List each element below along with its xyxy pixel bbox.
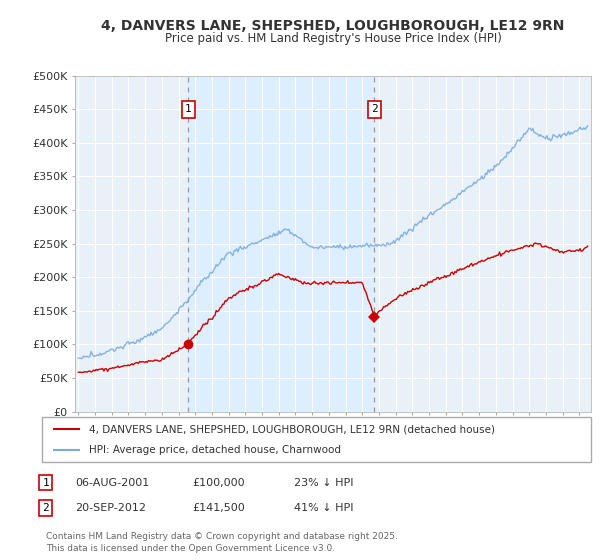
Text: £141,500: £141,500 xyxy=(192,503,245,513)
Text: £100,000: £100,000 xyxy=(192,478,245,488)
FancyBboxPatch shape xyxy=(42,417,591,462)
Text: HPI: Average price, detached house, Charnwood: HPI: Average price, detached house, Char… xyxy=(89,445,341,455)
Text: 2: 2 xyxy=(42,503,49,513)
Text: Price paid vs. HM Land Registry's House Price Index (HPI): Price paid vs. HM Land Registry's House … xyxy=(164,32,502,45)
Text: 20-SEP-2012: 20-SEP-2012 xyxy=(75,503,146,513)
Text: 1: 1 xyxy=(185,104,192,114)
Text: 4, DANVERS LANE, SHEPSHED, LOUGHBOROUGH, LE12 9RN: 4, DANVERS LANE, SHEPSHED, LOUGHBOROUGH,… xyxy=(101,19,565,33)
Text: Contains HM Land Registry data © Crown copyright and database right 2025.
This d: Contains HM Land Registry data © Crown c… xyxy=(46,533,397,553)
Text: 1: 1 xyxy=(42,478,49,488)
Bar xyxy=(188,76,374,412)
Text: 41% ↓ HPI: 41% ↓ HPI xyxy=(294,503,353,513)
Text: 23% ↓ HPI: 23% ↓ HPI xyxy=(294,478,353,488)
Text: 4, DANVERS LANE, SHEPSHED, LOUGHBOROUGH, LE12 9RN (detached house): 4, DANVERS LANE, SHEPSHED, LOUGHBOROUGH,… xyxy=(89,424,494,435)
Text: 2: 2 xyxy=(371,104,377,114)
Text: 06-AUG-2001: 06-AUG-2001 xyxy=(75,478,149,488)
